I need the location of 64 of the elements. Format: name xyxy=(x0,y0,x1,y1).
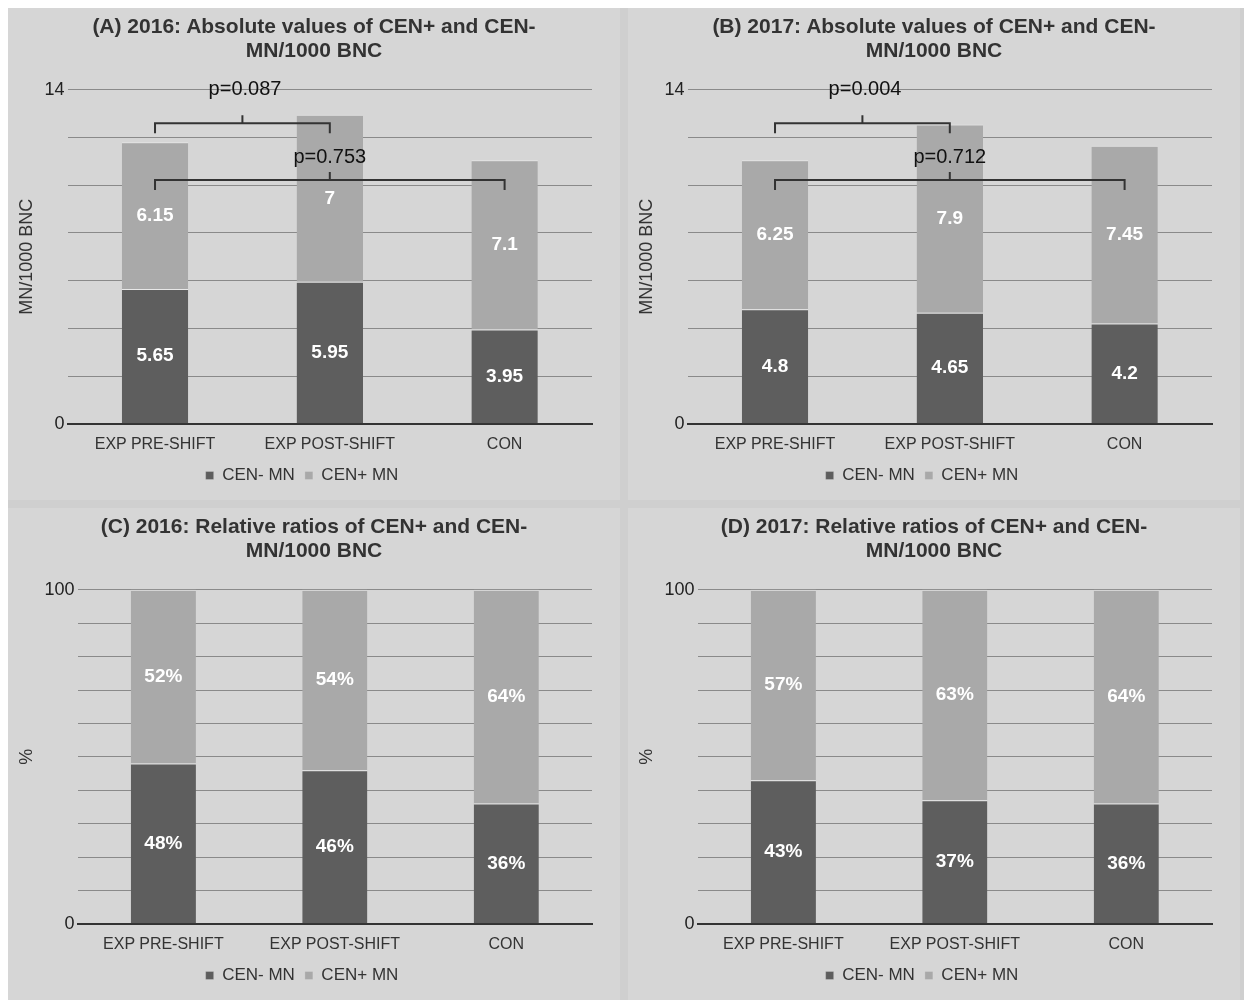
annotation: p=0.712 xyxy=(913,145,987,168)
y-axis-title: % xyxy=(15,748,36,765)
y-tick-label: 0 xyxy=(64,912,75,933)
x-tick-label: CON xyxy=(1106,434,1143,452)
data-label: 5.95 xyxy=(311,340,349,362)
chart-title: (C) 2016: Relative ratios of CEN+ and CEN- MN/1000 BNC xyxy=(99,514,529,563)
data-label: 7 xyxy=(324,186,336,208)
legend-label: CEN+ MN xyxy=(941,965,1019,985)
x-tick-label: EXP POST-SHIFT xyxy=(884,434,1016,452)
y-tick-label: 14 xyxy=(44,78,65,99)
data-label: 4.2 xyxy=(1111,361,1138,383)
data-label: 6.15 xyxy=(136,203,174,225)
data-label: 54% xyxy=(315,668,354,690)
y-tick-label: 0 xyxy=(54,412,65,433)
legend-label: CEN+ MN xyxy=(941,465,1019,485)
data-label: 46% xyxy=(315,834,354,856)
data-label: 4.8 xyxy=(761,354,789,376)
y-tick-label: 14 xyxy=(664,78,685,99)
data-label: 6.25 xyxy=(756,222,794,244)
data-label: 64% xyxy=(1107,684,1146,706)
legend-label: CEN+ MN xyxy=(321,965,399,985)
y-tick-label: 100 xyxy=(44,578,75,599)
data-label: 4.65 xyxy=(931,356,969,378)
data-label: 7.1 xyxy=(491,233,519,255)
x-tick-label: EXP PRE-SHIFT xyxy=(723,934,844,952)
chart-title: (D) 2017: Relative ratios of CEN+ and CEN- MN/1000 BNC xyxy=(719,514,1149,563)
legend-label: CEN- MN xyxy=(222,965,295,985)
data-label: 7.45 xyxy=(1106,222,1144,244)
y-tick-label: 100 xyxy=(664,578,695,599)
data-label: 57% xyxy=(764,673,803,695)
x-tick-label: EXP POST-SHIFT xyxy=(269,934,401,952)
x-tick-label: EXP POST-SHIFT xyxy=(889,934,1021,952)
annotation: p=0.004 xyxy=(828,76,902,99)
y-axis-title: MN/1000 BNC xyxy=(635,198,656,315)
data-label: 36% xyxy=(487,851,526,873)
chart-title: (A) 2016: Absolute values of CEN+ and CEN- MN/1000 BNC xyxy=(91,14,537,63)
data-label: 7.9 xyxy=(936,206,964,228)
y-tick-label: 0 xyxy=(674,412,685,433)
data-label: 43% xyxy=(764,839,803,861)
annotation: p=0.087 xyxy=(208,76,282,99)
x-tick-label: EXP PRE-SHIFT xyxy=(103,934,224,952)
x-tick-label: CON xyxy=(1108,934,1145,952)
data-label: 5.65 xyxy=(136,344,174,366)
legend-label: CEN- MN xyxy=(222,465,295,485)
data-label: 52% xyxy=(144,664,183,686)
data-label: 63% xyxy=(935,683,974,705)
x-tick-label: EXP PRE-SHIFT xyxy=(714,434,836,452)
x-tick-label: EXP POST-SHIFT xyxy=(264,434,396,452)
chart-title: (B) 2017: Absolute values of CEN+ and CEN- MN/1000 BNC xyxy=(711,14,1157,63)
data-label: 36% xyxy=(1107,851,1146,873)
y-tick-label: 0 xyxy=(684,912,695,933)
x-tick-label: EXP PRE-SHIFT xyxy=(94,434,216,452)
y-axis-title: % xyxy=(635,748,656,765)
data-label: 3.95 xyxy=(486,364,524,386)
data-label: 64% xyxy=(487,684,526,706)
x-tick-label: CON xyxy=(488,934,525,952)
x-tick-label: CON xyxy=(486,434,523,452)
legend-label: CEN+ MN xyxy=(321,465,399,485)
data-label: 48% xyxy=(144,831,183,853)
annotation: p=0.753 xyxy=(293,145,367,168)
legend-label: CEN- MN xyxy=(842,465,915,485)
legend-label: CEN- MN xyxy=(842,965,915,985)
y-axis-title: MN/1000 BNC xyxy=(15,198,36,315)
data-label: 37% xyxy=(935,849,974,871)
